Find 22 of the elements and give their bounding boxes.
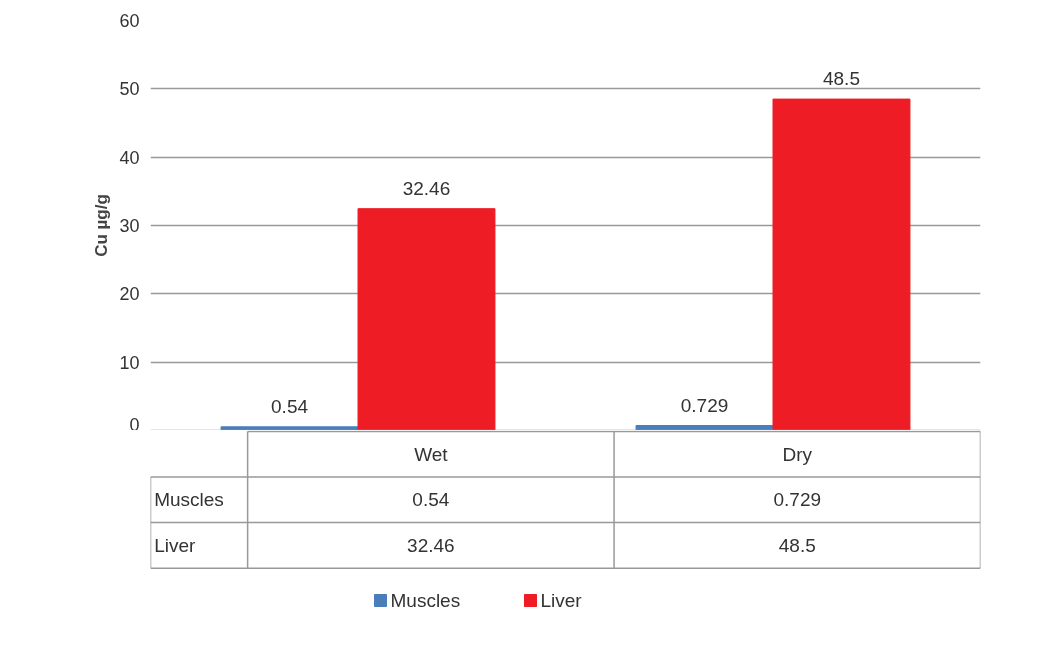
- x-tick-label: Dry: [782, 443, 813, 465]
- text: Muscles: [154, 489, 224, 511]
- y-tick-label: 60: [119, 11, 140, 31]
- data-label: 32.46: [402, 177, 451, 199]
- y-tick-label: 20: [119, 284, 140, 305]
- y-tick-label: 0: [129, 414, 140, 435]
- text: 32.46: [407, 534, 455, 556]
- y-tick-label: 10: [119, 352, 140, 373]
- y-axis-title: Cu µg/g: [92, 194, 112, 257]
- text: 48.5: [778, 534, 816, 556]
- data-label: 0.729: [680, 394, 729, 416]
- legend-label: Liver: [540, 590, 583, 611]
- text: Liver: [154, 534, 196, 556]
- text: 0.729: [773, 489, 822, 511]
- y-tick-label: 40: [119, 147, 140, 168]
- data-label: 0.54: [271, 395, 309, 417]
- y-tick-label: 30: [119, 216, 140, 236]
- legend-label: Muscles: [390, 590, 461, 611]
- x-tick-label: Wet: [414, 443, 449, 465]
- y-tick-label: 50: [119, 79, 140, 100]
- text: 0.54: [412, 489, 450, 511]
- data-label: 48.5: [822, 68, 860, 90]
